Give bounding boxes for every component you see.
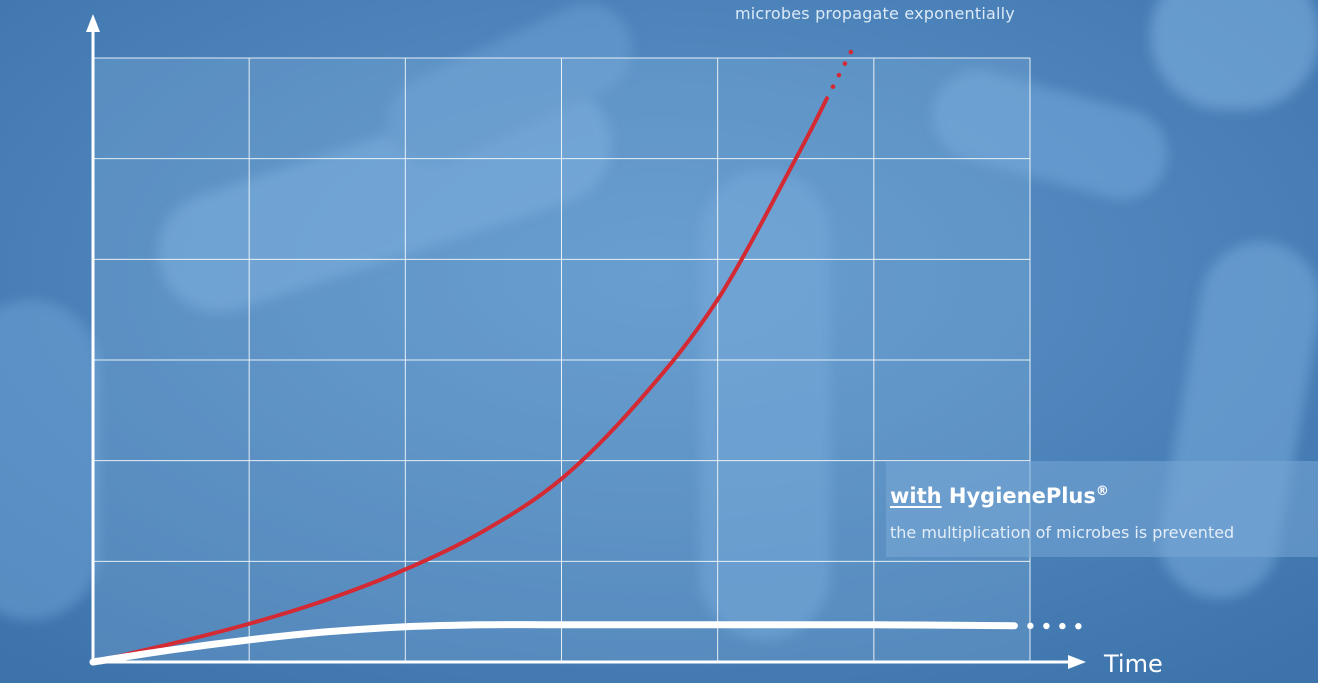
series-continuation-dot	[830, 84, 836, 90]
series-continuation-dot	[848, 49, 854, 55]
legend-box	[886, 461, 1318, 557]
series-continuation-dot	[1043, 622, 1050, 630]
microbe-shape	[387, 4, 633, 166]
series-continuation-dot	[1075, 623, 1082, 630]
series-continuation-dot	[1027, 622, 1034, 630]
axes	[86, 14, 1086, 669]
microbe-shape	[158, 84, 612, 313]
x-axis-label: Time	[1104, 650, 1163, 678]
exponential-annotation: microbes propagate exponentially	[735, 4, 1015, 23]
microbe-shape	[1150, 0, 1318, 110]
series-line-1	[91, 96, 829, 664]
legend-title-brand: HygienePlus	[948, 484, 1096, 508]
microbe-shape	[932, 70, 1168, 200]
legend-title-with: with	[890, 484, 942, 508]
legend-title: with HygienePlus®	[890, 484, 1109, 508]
legend-subtitle: the multiplication of microbes is preven…	[890, 523, 1235, 542]
series-continuation-dot	[842, 61, 848, 66]
series-continuation-dot	[1059, 622, 1066, 630]
microbe-shape	[700, 170, 830, 640]
microbe-shape	[0, 300, 100, 620]
series-group	[89, 49, 1082, 666]
series-line-2	[89, 621, 1018, 666]
series-continuation-dot	[836, 72, 842, 78]
registered-mark: ®	[1095, 484, 1109, 499]
y-axis-arrow-icon	[86, 14, 100, 32]
x-axis-arrow-icon	[1068, 655, 1086, 669]
